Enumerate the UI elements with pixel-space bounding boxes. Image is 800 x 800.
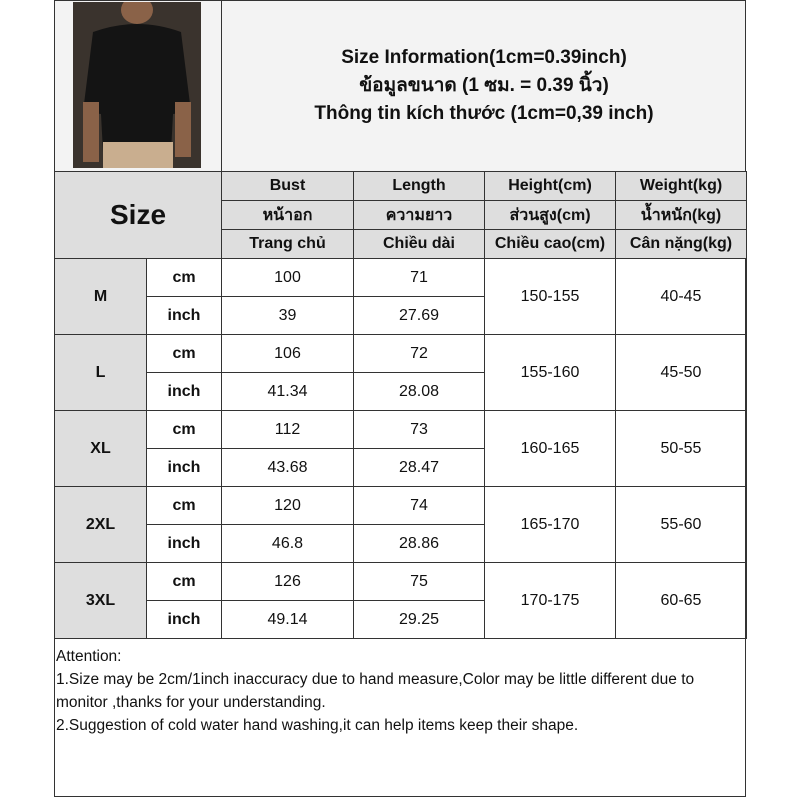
col-bust: Bust <box>221 171 354 201</box>
col-bust-th: หน้าอก <box>221 200 354 230</box>
size-label: 2XL <box>54 486 147 563</box>
col-length-th: ความยาว <box>353 200 485 230</box>
bust-inch: 46.8 <box>221 524 354 563</box>
length-cm: 73 <box>353 410 485 449</box>
bust-cm: 126 <box>221 562 354 601</box>
col-height: Height(cm) <box>484 171 616 201</box>
bust-cm: 100 <box>221 258 354 297</box>
bust-inch: 39 <box>221 296 354 335</box>
size-header: Size <box>54 171 222 259</box>
table-row: XL cm 112 73 160-165 50-55 <box>54 410 747 487</box>
unit-cm: cm <box>146 410 222 449</box>
height-range: 160-165 <box>484 410 616 487</box>
size-label: XL <box>54 410 147 487</box>
size-table: Size Bust Length Height(cm) Weight(kg) ห… <box>54 171 747 639</box>
unit-inch: inch <box>146 372 222 411</box>
height-range: 150-155 <box>484 258 616 335</box>
size-label: L <box>54 334 147 411</box>
title-english: Size Information(1cm=0.39inch) <box>341 47 627 68</box>
size-label: M <box>54 258 147 335</box>
unit-cm: cm <box>146 562 222 601</box>
size-label: 3XL <box>54 562 147 639</box>
unit-inch: inch <box>146 600 222 639</box>
unit-cm: cm <box>146 258 222 297</box>
col-length-vi: Chiều dài <box>353 229 485 259</box>
col-height-th: ส่วนสูง(cm) <box>484 200 616 230</box>
unit-inch: inch <box>146 296 222 335</box>
length-inch: 27.69 <box>353 296 485 335</box>
divider <box>221 0 222 172</box>
length-inch: 28.08 <box>353 372 485 411</box>
bust-cm: 112 <box>221 410 354 449</box>
table-row: L cm 106 72 155-160 45-50 <box>54 334 747 411</box>
length-cm: 71 <box>353 258 485 297</box>
length-cm: 72 <box>353 334 485 373</box>
bust-inch: 43.68 <box>221 448 354 487</box>
unit-cm: cm <box>146 486 222 525</box>
length-inch: 29.25 <box>353 600 485 639</box>
bust-inch: 49.14 <box>221 600 354 639</box>
table-row: M cm 100 71 150-155 40-45 <box>54 258 747 335</box>
col-height-vi: Chiều cao(cm) <box>484 229 616 259</box>
table-row: 3XL cm 126 75 170-175 60-65 <box>54 562 747 639</box>
unit-inch: inch <box>146 524 222 563</box>
notes-heading: Attention: <box>56 648 122 665</box>
unit-cm: cm <box>146 334 222 373</box>
table-row: 2XL cm 120 74 165-170 55-60 <box>54 486 747 563</box>
table-row: inch 49.14 29.25 <box>55 600 747 639</box>
weight-range: 50-55 <box>615 410 747 487</box>
bust-inch: 41.34 <box>221 372 354 411</box>
weight-range: 55-60 <box>615 486 747 563</box>
length-inch: 28.47 <box>353 448 485 487</box>
note-1: 1.Size may be 2cm/1inch inaccuracy due t… <box>56 671 695 711</box>
unit-inch: inch <box>146 448 222 487</box>
table-row: inch 41.34 28.08 <box>55 372 747 411</box>
height-range: 170-175 <box>484 562 616 639</box>
col-bust-vi: Trang chủ <box>221 229 354 259</box>
col-weight: Weight(kg) <box>615 171 747 201</box>
length-cm: 75 <box>353 562 485 601</box>
height-range: 165-170 <box>484 486 616 563</box>
bust-cm: 120 <box>221 486 354 525</box>
length-inch: 28.86 <box>353 524 485 563</box>
notes: Attention: 1.Size may be 2cm/1inch inacc… <box>56 645 744 737</box>
height-range: 155-160 <box>484 334 616 411</box>
product-photo <box>73 2 201 168</box>
note-2: 2.Suggestion of cold water hand washing,… <box>56 717 579 734</box>
title-thai: ข้อมูลขนาด (1 ซม. = 0.39 นิ้ว) <box>359 75 609 96</box>
table-row: inch 39 27.69 <box>55 296 747 335</box>
weight-range: 60-65 <box>615 562 747 639</box>
title-vietnamese: Thông tin kích thước (1cm=0,39 inch) <box>314 103 654 124</box>
col-weight-vi: Cân nặng(kg) <box>615 229 747 259</box>
col-length: Length <box>353 171 485 201</box>
weight-range: 45-50 <box>615 334 747 411</box>
col-weight-th: น้ำหนัก(kg) <box>615 200 747 230</box>
size-info-title: Size Information(1cm=0.39inch) ข้อมูลขนา… <box>222 0 746 172</box>
length-cm: 74 <box>353 486 485 525</box>
weight-range: 40-45 <box>615 258 747 335</box>
bust-cm: 106 <box>221 334 354 373</box>
